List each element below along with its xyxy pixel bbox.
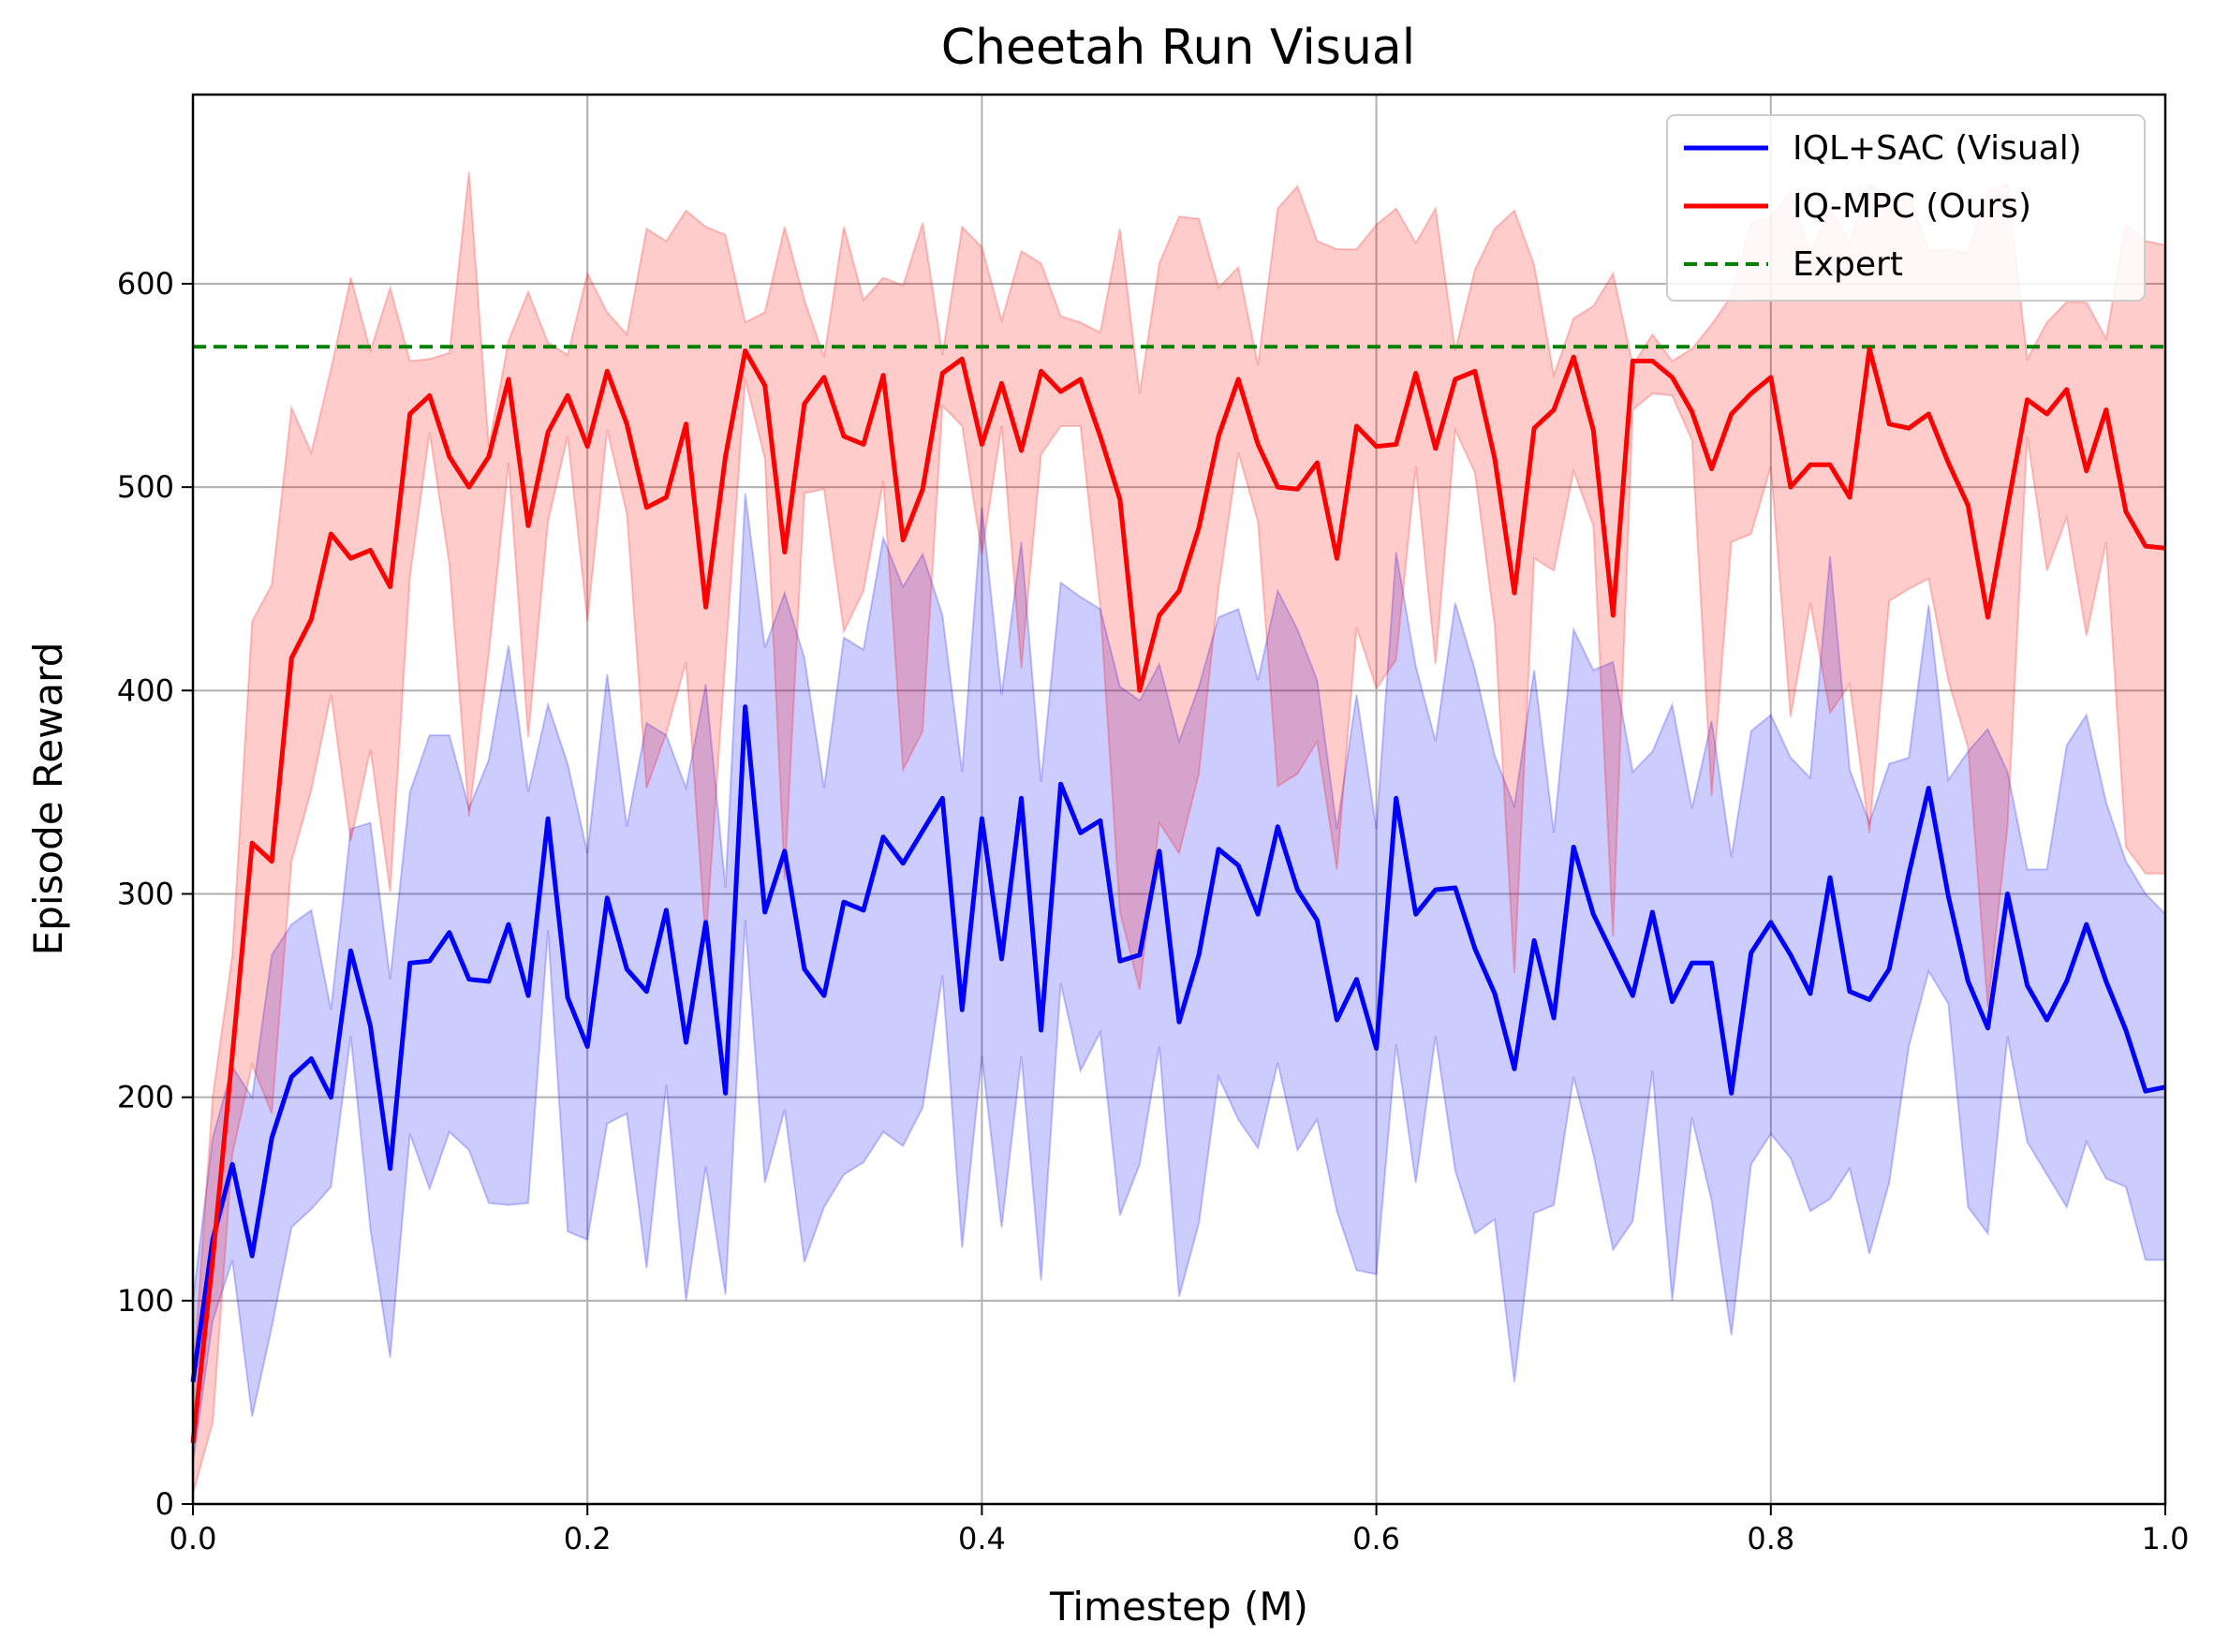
series-lines xyxy=(190,347,2166,1444)
legend-box xyxy=(1666,114,2146,302)
x-axis-ticks: 0.0 0.2 0.4 0.6 0.8 1.0 xyxy=(170,1504,2190,1556)
y-tick-label: 500 xyxy=(117,469,174,505)
y-tick-label: 100 xyxy=(117,1283,174,1319)
x-tick-label: 0.0 xyxy=(170,1521,217,1556)
y-tick-label: 200 xyxy=(117,1080,174,1115)
x-tick-label: 0.4 xyxy=(958,1521,1006,1556)
x-tick-label: 1.0 xyxy=(2142,1521,2190,1556)
line-series-0 xyxy=(190,704,2166,1383)
y-tick-label: 0 xyxy=(155,1486,174,1522)
x-tick-label: 0.2 xyxy=(564,1521,612,1556)
chart-title: Cheetah Run Visual xyxy=(941,20,1415,76)
y-tick-label: 400 xyxy=(117,672,174,708)
legend-label-iq-mpc: IQ-MPC (Ours) xyxy=(1793,187,2031,226)
y-tick-label: 600 xyxy=(117,266,174,302)
y-tick-label: 300 xyxy=(117,876,174,911)
x-axis-label: Timestep (M) xyxy=(1049,1584,1308,1630)
x-tick-label: 0.6 xyxy=(1352,1521,1400,1556)
legend-label-expert: Expert xyxy=(1793,245,1903,284)
line-series-1 xyxy=(190,347,2166,1444)
y-axis-ticks: 0 100 200 300 400 500 600 xyxy=(117,266,193,1522)
legend: IQL+SAC (Visual) IQ-MPC (Ours) Expert xyxy=(1666,114,2146,302)
plot-frame xyxy=(191,93,2167,1506)
grid xyxy=(192,95,2166,1505)
legend-label-iql-sac: IQL+SAC (Visual) xyxy=(1793,129,2082,168)
y-axis-label: Episode Reward xyxy=(25,642,71,956)
x-tick-label: 0.8 xyxy=(1747,1521,1794,1556)
